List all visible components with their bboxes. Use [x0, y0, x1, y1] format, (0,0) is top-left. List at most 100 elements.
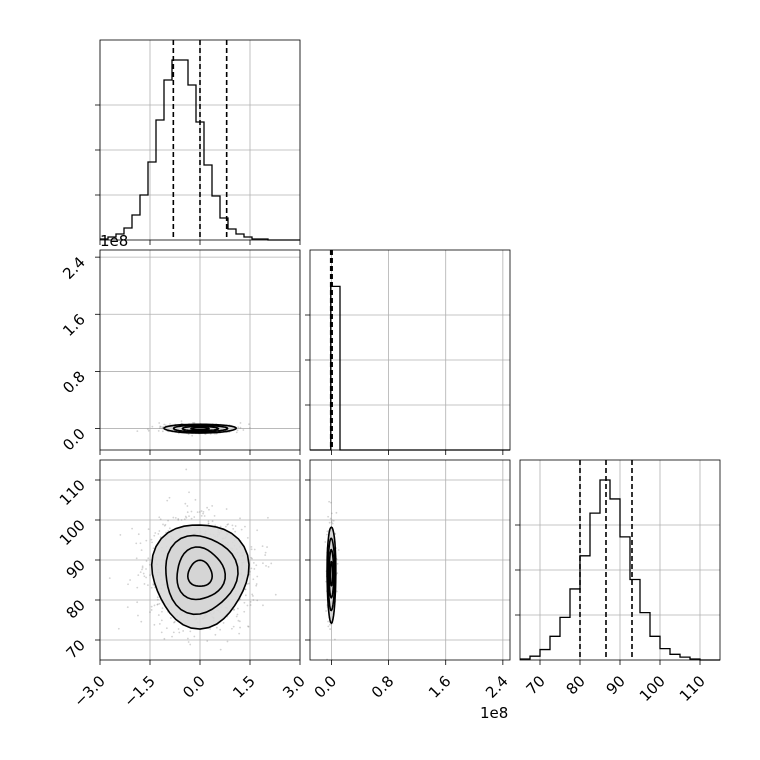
sample-point	[215, 626, 218, 629]
sample-point	[145, 576, 148, 579]
sample-point	[334, 638, 336, 641]
sample-point	[253, 548, 256, 551]
sample-point	[186, 511, 189, 514]
sample-point	[161, 430, 164, 433]
sample-point	[182, 630, 185, 632]
sample-point	[164, 424, 167, 427]
sample-point	[157, 533, 160, 535]
sample-point	[149, 574, 151, 576]
sample-point	[243, 610, 246, 613]
sample-point	[145, 568, 147, 570]
x-tick-label: 110	[676, 672, 709, 705]
sample-point	[163, 423, 166, 426]
x-tick-label: 1.5	[229, 672, 259, 702]
density-contour	[328, 548, 335, 599]
sample-point	[232, 625, 235, 628]
y-tick-label: 1.6	[59, 310, 89, 340]
sample-point	[185, 516, 188, 519]
sample-point	[328, 521, 331, 524]
sample-point	[131, 527, 133, 530]
sample-point	[137, 614, 139, 617]
sample-point	[156, 596, 159, 599]
sample-point	[244, 588, 247, 591]
density-contour	[150, 524, 250, 630]
x-tick-label: 0.8	[368, 672, 398, 702]
sample-point	[337, 549, 340, 551]
sample-point	[177, 518, 180, 520]
sample-point	[146, 584, 149, 587]
sample-point	[137, 574, 140, 577]
sample-point	[247, 625, 249, 628]
sample-point	[213, 514, 216, 517]
sample-point	[164, 523, 167, 526]
plot-area	[136, 420, 251, 437]
sample-point	[198, 511, 201, 513]
density-contour	[190, 426, 210, 431]
panel-frame	[99, 459, 301, 661]
y-tick-label: 70	[63, 636, 89, 662]
sample-point	[159, 425, 161, 428]
sample-point	[232, 527, 235, 530]
sample-point	[262, 562, 264, 565]
sample-point	[224, 525, 227, 528]
sample-point	[244, 525, 246, 528]
sample-point	[231, 524, 234, 527]
sample-point	[142, 572, 145, 575]
sample-point	[172, 516, 175, 519]
sample-point	[331, 522, 334, 525]
sample-point	[332, 519, 335, 522]
sample-point	[336, 562, 339, 565]
sample-point	[153, 623, 156, 626]
sample-point	[207, 522, 210, 525]
sample-point	[225, 508, 228, 510]
sample-point	[159, 536, 162, 539]
sample-point	[214, 633, 217, 636]
sample-point	[184, 515, 187, 518]
x-tick-label: 3.0	[279, 672, 309, 702]
sample-point	[177, 628, 180, 630]
sample-point	[156, 603, 159, 606]
sample-point	[163, 637, 166, 640]
sample-point	[252, 578, 255, 581]
sample-point	[251, 557, 253, 560]
sample-point	[236, 607, 239, 610]
sample-point	[240, 528, 243, 531]
sample-point	[147, 557, 150, 560]
y-tick-label: 80	[63, 596, 89, 622]
sample-point	[234, 530, 237, 533]
sample-point	[252, 561, 255, 564]
sample-point	[226, 523, 229, 526]
sample-point	[249, 600, 252, 603]
sample-point	[250, 556, 253, 559]
sample-point	[202, 510, 205, 513]
sample-point	[183, 518, 186, 521]
sample-point	[159, 425, 162, 428]
sample-point	[324, 541, 327, 543]
sample-point	[262, 604, 264, 607]
sample-point	[173, 621, 175, 624]
sample-point	[211, 505, 214, 507]
sample-point	[168, 496, 171, 499]
x-tick-label: 0.0	[311, 672, 341, 702]
x-tick-label: 90	[603, 672, 629, 698]
x-tick-label: 1.6	[425, 672, 455, 702]
sample-point	[189, 630, 192, 633]
sample-point	[149, 611, 151, 614]
sample-point	[331, 519, 333, 522]
sample-point	[206, 640, 209, 642]
density-contour	[172, 424, 229, 433]
sample-point	[174, 516, 177, 519]
sample-point	[161, 607, 164, 610]
hist-panel-p2	[305, 249, 511, 455]
sample-point	[145, 560, 148, 562]
y-tick-label: 2.4	[59, 253, 89, 283]
grid-lines	[99, 250, 301, 450]
sample-point	[167, 530, 170, 532]
y-tick-label: 100	[56, 516, 89, 549]
sample-point	[140, 620, 143, 623]
sample-point	[180, 420, 183, 423]
sample-point	[250, 567, 253, 570]
sample-point	[246, 604, 249, 607]
density-fill	[151, 525, 249, 630]
sample-point	[150, 609, 153, 611]
